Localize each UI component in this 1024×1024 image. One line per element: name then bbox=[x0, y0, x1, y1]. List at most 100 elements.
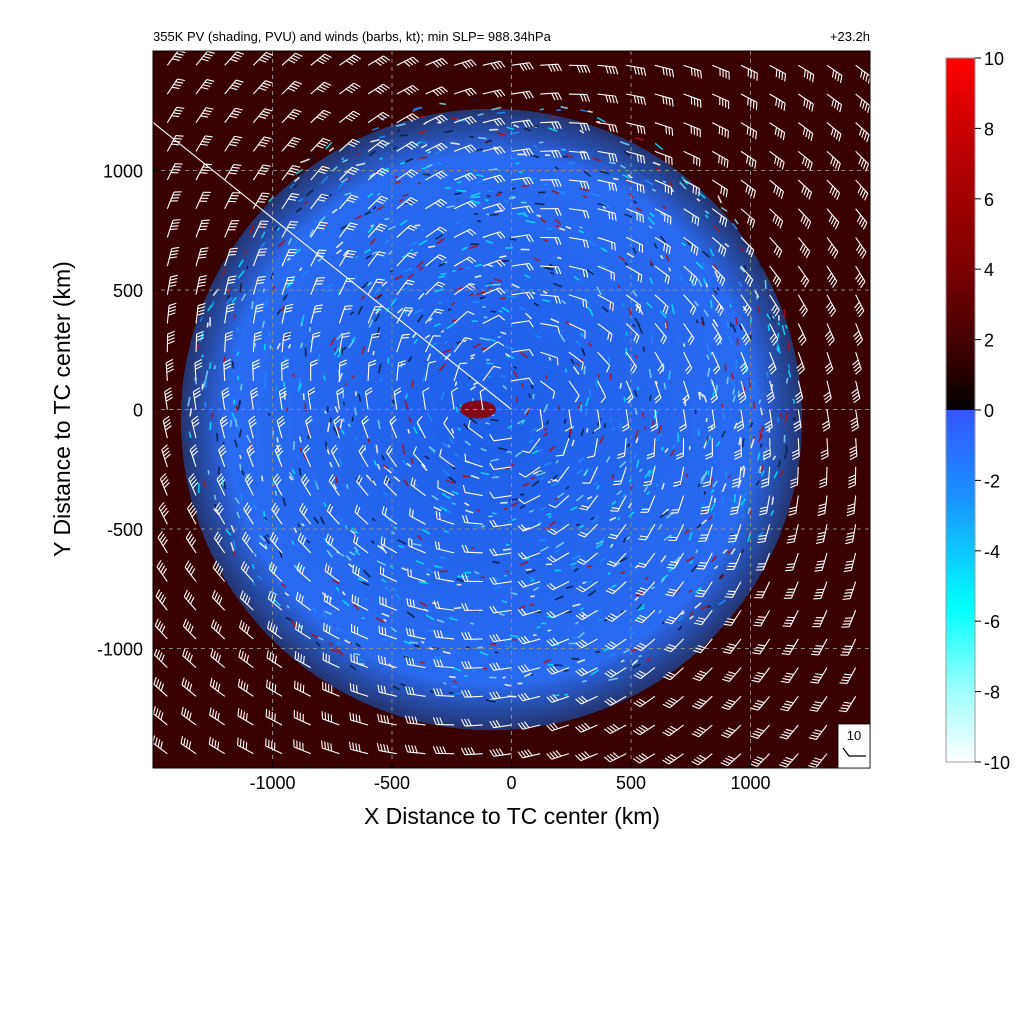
wind-barb bbox=[540, 179, 562, 187]
barb-feather bbox=[720, 734, 729, 739]
wind-barb bbox=[439, 448, 455, 468]
barb-shaft bbox=[439, 455, 455, 468]
pv-speckle bbox=[592, 157, 602, 162]
pv-speckle bbox=[501, 600, 508, 604]
barb-feather bbox=[492, 605, 498, 613]
wind-barb bbox=[797, 150, 813, 171]
barb-feather bbox=[412, 446, 418, 454]
barb-shaft bbox=[511, 348, 530, 353]
barb-feather bbox=[665, 126, 668, 134]
wind-barb bbox=[211, 589, 226, 611]
barb-feather bbox=[575, 698, 582, 705]
pv-speckle bbox=[726, 549, 732, 555]
wind-barb bbox=[325, 533, 340, 554]
pv-speckle bbox=[336, 351, 342, 358]
barb-feather bbox=[634, 619, 643, 624]
barb-feather bbox=[695, 247, 699, 256]
barb-feather bbox=[775, 98, 778, 106]
barb-feather bbox=[725, 189, 728, 198]
pv-speckle bbox=[584, 297, 590, 305]
barb-feather bbox=[409, 86, 417, 93]
pv-speckle bbox=[240, 383, 243, 391]
barb-feather bbox=[384, 507, 388, 516]
pv-speckle bbox=[444, 186, 451, 189]
barb-feather bbox=[162, 415, 170, 422]
barb-feather bbox=[461, 544, 466, 553]
colorbar bbox=[945, 57, 976, 763]
wind-barb bbox=[740, 150, 757, 169]
barb-feather bbox=[575, 754, 582, 761]
pv-speckle bbox=[475, 148, 483, 152]
barb-feather bbox=[382, 83, 390, 89]
barb-feather bbox=[265, 52, 274, 56]
wind-barb bbox=[723, 609, 742, 626]
barb-feather bbox=[315, 304, 323, 307]
barb-feather bbox=[836, 192, 841, 201]
pv-speckle bbox=[642, 412, 645, 418]
pv-speckle bbox=[454, 221, 460, 224]
barb-feather bbox=[754, 621, 763, 624]
wind-barb bbox=[310, 221, 328, 238]
pv-speckle bbox=[306, 539, 311, 544]
pv-speckle bbox=[423, 608, 429, 612]
barb-feather bbox=[754, 730, 763, 735]
barb-feather bbox=[432, 688, 437, 696]
pv-speckle bbox=[500, 331, 507, 335]
barb-feather bbox=[691, 760, 699, 766]
barb-feather bbox=[242, 592, 246, 601]
pv-speckle bbox=[368, 150, 376, 157]
wind-barb bbox=[396, 360, 406, 381]
barb-feather bbox=[386, 715, 390, 724]
wind-barb bbox=[788, 495, 799, 516]
barb-feather bbox=[162, 539, 168, 547]
barb-feather bbox=[438, 512, 441, 520]
barb-feather bbox=[517, 553, 524, 560]
barb-feather bbox=[162, 447, 169, 454]
pv-speckle bbox=[542, 290, 548, 295]
pv-speckle bbox=[263, 299, 269, 307]
pv-speckle bbox=[771, 315, 775, 320]
wind-barb bbox=[740, 265, 754, 287]
wind-barb bbox=[693, 638, 713, 654]
pv-speckle bbox=[344, 639, 351, 644]
barb-feather bbox=[188, 712, 192, 721]
barb-feather bbox=[788, 512, 796, 516]
barb-feather bbox=[277, 418, 285, 425]
wind-barb bbox=[781, 638, 799, 656]
barb-feather bbox=[186, 562, 192, 571]
barb-feather bbox=[520, 750, 527, 758]
barb-feather bbox=[411, 716, 415, 724]
barb-feather bbox=[693, 246, 696, 254]
barb-feather bbox=[196, 337, 204, 342]
pv-speckle bbox=[660, 555, 667, 563]
wind-barb bbox=[195, 135, 213, 152]
wind-barb bbox=[367, 195, 389, 210]
wind-barb bbox=[352, 564, 369, 583]
wind-barb bbox=[851, 380, 861, 404]
barb-feather bbox=[784, 647, 793, 650]
pv-speckle bbox=[657, 523, 663, 530]
pv-speckle bbox=[324, 610, 332, 616]
pv-speckle bbox=[308, 229, 315, 237]
pv-speckle bbox=[632, 323, 636, 328]
wind-barb bbox=[482, 203, 506, 211]
barb-feather bbox=[611, 241, 613, 250]
barb-feather bbox=[578, 669, 585, 675]
pv-speckle bbox=[468, 292, 474, 297]
barb-feather bbox=[346, 227, 354, 231]
pv-speckle bbox=[742, 467, 746, 478]
pv-speckle bbox=[635, 592, 644, 597]
pv-speckle bbox=[689, 560, 694, 565]
barb-feather bbox=[435, 746, 440, 754]
barb-feather bbox=[171, 246, 180, 250]
pv-speckle bbox=[473, 291, 478, 295]
barb-feather bbox=[499, 203, 506, 210]
barb-feather bbox=[287, 226, 296, 229]
wind-barb bbox=[636, 552, 656, 568]
wind-barb bbox=[407, 568, 426, 583]
barb-feather bbox=[300, 625, 303, 633]
colorbar-tick-label: 6 bbox=[984, 190, 994, 210]
barb-feather bbox=[383, 686, 387, 694]
pv-speckle bbox=[369, 238, 376, 245]
barb-feather bbox=[865, 163, 869, 172]
